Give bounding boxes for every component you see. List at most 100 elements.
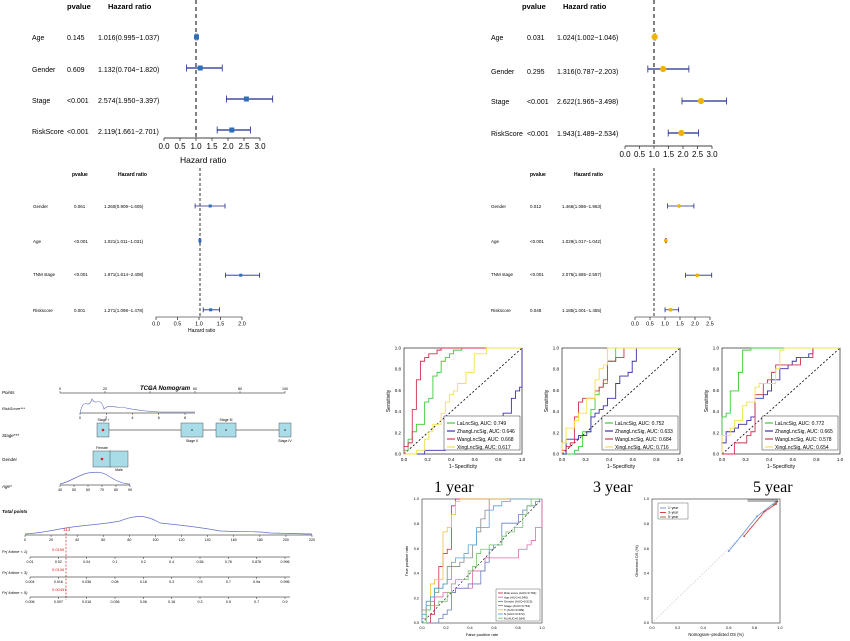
y-axis-label: Sensitivity bbox=[704, 389, 710, 412]
gender-box bbox=[109, 450, 129, 468]
x-tick-label: 0.0 bbox=[649, 626, 654, 630]
forest-row: RiskScore <0.001 2.119(1.661−2.701) bbox=[32, 129, 159, 136]
nomogram-title: TCGA Nomogram bbox=[140, 386, 191, 392]
calibration-panel: 0.0 0.0 0.2 0.2 0.4 0.4 0.6 0.6 0.8 0.8 1.0 1.0 Nomo… bbox=[630, 495, 785, 641]
hr-point bbox=[197, 65, 203, 71]
forest-row: TNM stage <0.001 1.971(1.614−2.408) bbox=[33, 272, 144, 277]
total-density bbox=[24, 516, 313, 535]
legend-label: 3−year bbox=[668, 511, 679, 515]
gender-boxes: Female Male bbox=[92, 446, 129, 472]
tick-label: 2.0 bbox=[238, 322, 246, 328]
nomo-tick-label: 0 bbox=[59, 387, 61, 391]
gender-box-label: Male bbox=[115, 468, 123, 472]
nomo-tick-label: 70 bbox=[100, 488, 104, 492]
pvalue-header: pvalue bbox=[72, 172, 88, 178]
nomo-tick-label: 220 bbox=[309, 538, 315, 542]
y-tick-label: 0.6 bbox=[395, 388, 402, 393]
nomo-tick-label: 120 bbox=[179, 538, 185, 542]
row-hr: 1.466(1.086−1.963) bbox=[562, 204, 602, 209]
nomo-tick-label: 60 bbox=[101, 538, 105, 542]
pr1-label: Pr( futime < 1) bbox=[2, 549, 28, 554]
forest-plot-top-right: pvalue Hazard ratio Age 0.031 1.024(1.002−… bbox=[475, 0, 745, 168]
hr-point bbox=[678, 129, 685, 137]
pr5-label: Pr( futime < 5) bbox=[2, 590, 28, 595]
legend: LaLncSig, AUC: 0.752 ZhangLncSig, AUC: 0.… bbox=[601, 415, 679, 451]
nomo-tick-label: 180 bbox=[257, 538, 263, 542]
x-tick-label: 1.0 bbox=[777, 626, 782, 630]
y-tick-label: 1.0 bbox=[553, 346, 560, 351]
x-tick-label: 0.8 bbox=[495, 457, 502, 462]
nomo-tick-label: 50 bbox=[72, 488, 76, 492]
y-tick-label: 0.6 bbox=[713, 388, 720, 393]
y-tick-label: 1.0 bbox=[644, 497, 649, 501]
row-pvalue: 0.295 bbox=[527, 69, 545, 76]
row-hr: 1.016(0.995−1.037) bbox=[98, 35, 159, 42]
x-tick-label: 0.4 bbox=[467, 626, 472, 630]
row-hr: 2.574(1.950−3.397) bbox=[98, 98, 159, 105]
row-hr: 2.622(1.965−3.498) bbox=[557, 99, 618, 106]
tick-label: 0.0 bbox=[158, 142, 170, 151]
legend-label: ZhangLncSig, AUC: 0.646 bbox=[457, 429, 515, 435]
x-tick-label: 0.2 bbox=[742, 457, 749, 462]
roc-series-line bbox=[722, 347, 840, 455]
roc-panel-5-year: 0.0 0.0 0.2 0.2 0.4 0.4 0.6 0.6 0.8 0.8 1.0 1.0 1−Sp… bbox=[700, 342, 850, 478]
nomo-tick-label: 0.006 bbox=[26, 600, 35, 604]
nomo-tick-label: 0.7 bbox=[254, 600, 259, 604]
forest-rows: Age 0.145 1.016(0.995−1.037) Gender 0.609 1.… bbox=[32, 35, 159, 136]
nomo-tick-label: 0.5 bbox=[226, 600, 231, 604]
pr1-marker: 0.0159 bbox=[52, 547, 65, 552]
hr-point bbox=[697, 97, 705, 105]
x-tick-label: 0.8 bbox=[653, 457, 660, 462]
row-label: Gender bbox=[491, 69, 515, 76]
roc-series-line bbox=[421, 498, 542, 623]
roc-panel-3-year: 0.0 0.0 0.2 0.2 0.4 0.4 0.6 0.6 0.8 0.8 1.0 1.0 1−Sp… bbox=[540, 342, 690, 478]
nomogram-svg: TCGA Nomogram Points RiskScore*** Stage*… bbox=[1, 386, 315, 604]
tick-label: 2.5 bbox=[692, 150, 704, 159]
y-tick-label: 0.4 bbox=[713, 409, 720, 414]
x-tick-label: 0.6 bbox=[491, 626, 496, 630]
nomo-tick-label: 160 bbox=[231, 538, 237, 542]
x-tick-label: 0.0 bbox=[559, 457, 566, 462]
x-tick-label: 0.6 bbox=[790, 457, 797, 462]
forest-svg: pvalue Hazard ratio Age 0.031 1.024(1.002−… bbox=[491, 0, 727, 159]
tick-label: 0.5 bbox=[646, 322, 654, 328]
calibration-point bbox=[756, 515, 758, 518]
nomo-tick-label: 0.876 bbox=[252, 560, 261, 564]
y-tick-label: 0.0 bbox=[644, 621, 649, 625]
tick-label: 1.0 bbox=[195, 322, 203, 328]
roc-series-line bbox=[562, 347, 680, 455]
tick-label: 1.0 bbox=[190, 142, 202, 151]
pr3-marker: 0.0106 bbox=[52, 567, 65, 572]
nomo-tick-label: 0.036 bbox=[82, 580, 91, 584]
nomo-tick-label: 0.004 bbox=[26, 580, 35, 584]
x-tick-label: 0.4 bbox=[701, 626, 706, 630]
calibration-point bbox=[772, 504, 775, 507]
y-tick-label: 1.0 bbox=[395, 346, 402, 351]
stage-box-label: Stage I bbox=[97, 418, 108, 422]
forest-row: Gender 0.295 1.316(0.787−2.203) bbox=[491, 69, 618, 76]
row-label: TNM stage bbox=[491, 272, 514, 277]
row-label: TNM stage bbox=[33, 272, 56, 277]
nomo-tick-label: 40 bbox=[58, 488, 62, 492]
tick-label: 3.0 bbox=[706, 150, 718, 159]
age-label: Age* bbox=[1, 484, 12, 489]
row-label: RiskScore bbox=[491, 131, 523, 138]
year-label-5: 5 year bbox=[753, 479, 793, 496]
y-tick-label: 0.8 bbox=[395, 367, 402, 372]
nomo-tick-label: 0 bbox=[79, 416, 81, 420]
nomo-tick-label: 0.02 bbox=[55, 560, 62, 564]
roc-series-line bbox=[422, 498, 542, 624]
y-tick-label: 0.2 bbox=[644, 596, 649, 600]
legend-label: XingLncSig, AUC: 0.654 bbox=[775, 445, 829, 451]
calibration-point bbox=[743, 535, 746, 538]
roc-series-line bbox=[721, 347, 840, 454]
gender-box-label: Female bbox=[96, 446, 108, 450]
x-tick-label: 0.2 bbox=[443, 626, 448, 630]
nomo-tick-label: 0.16 bbox=[168, 600, 175, 604]
nomo-tick-label: 6 bbox=[158, 416, 160, 420]
x-tick-label: 0.0 bbox=[401, 457, 408, 462]
row-pvalue: <0.001 bbox=[530, 239, 544, 244]
row-hr: 1.024(1.002−1.046) bbox=[557, 35, 618, 42]
x-tick-label: 0.8 bbox=[515, 626, 520, 630]
